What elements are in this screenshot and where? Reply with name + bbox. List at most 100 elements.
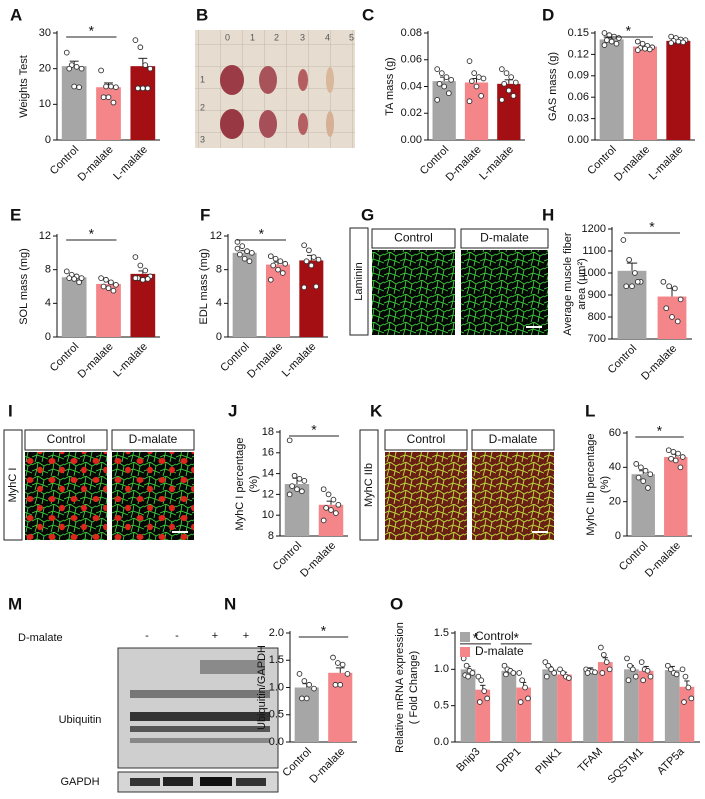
x-tick-label: D-malate [612, 144, 652, 184]
data-point [625, 677, 632, 684]
data-point [640, 677, 647, 684]
stain-label: MyhC IIb [363, 463, 375, 507]
data-point [682, 673, 689, 680]
data-point [137, 44, 144, 51]
y-tick-label: 700 [588, 333, 606, 345]
data-point [100, 94, 107, 101]
micrograph-overlay [25, 452, 107, 540]
significance-label: * [657, 423, 663, 439]
data-point [434, 97, 441, 103]
data-point [441, 83, 448, 90]
stain-label: Laminin [353, 262, 365, 301]
photo [195, 30, 355, 148]
data-point [291, 472, 298, 479]
data-point [272, 255, 279, 262]
data-point [98, 67, 104, 74]
data-point [139, 85, 146, 92]
data-point [473, 83, 480, 90]
data-point [328, 507, 334, 513]
y-tick-label: 12 [39, 230, 51, 242]
data-point [310, 254, 317, 260]
data-point [139, 276, 146, 283]
data-point [334, 660, 341, 666]
panel-letter: K [370, 401, 383, 420]
micrograph-overlay [112, 452, 194, 540]
significance-label: * [89, 226, 95, 242]
data-point [468, 78, 475, 85]
data-point [688, 695, 695, 702]
y-tick-label: 0.02 [401, 107, 422, 119]
y-tick-label: 8 [268, 530, 274, 542]
data-point [505, 87, 512, 94]
y-axis-label: GAS mass (g) [547, 52, 559, 121]
data-point [147, 65, 154, 72]
stain-label: MyhC I [7, 468, 19, 503]
lane-label: - [145, 630, 149, 642]
data-point [647, 471, 654, 478]
bar [130, 273, 156, 337]
panel-letter: N [224, 594, 236, 613]
significance-label: * [89, 23, 95, 39]
data-point [313, 283, 319, 290]
data-point [66, 65, 73, 72]
data-point [634, 278, 641, 285]
bar [432, 81, 456, 140]
panel-letter: G [361, 205, 374, 224]
x-tick-label: Control [280, 746, 314, 780]
data-point [584, 670, 591, 676]
y-tick-label: 0.06 [401, 54, 422, 66]
y-tick-label: 8 [216, 264, 222, 276]
x-tick-label: ATP5a [655, 745, 687, 777]
data-point [484, 695, 491, 702]
data-point [525, 695, 531, 702]
data-point [105, 94, 112, 101]
data-point [445, 90, 452, 97]
data-point [277, 258, 284, 265]
data-point [267, 276, 274, 283]
y-tick-label: 1.5 [269, 654, 284, 666]
x-tick-label: D-malate [639, 343, 679, 383]
bar [542, 669, 558, 742]
data-point [601, 30, 608, 36]
data-point [471, 70, 478, 76]
bar [464, 82, 489, 140]
data-point [299, 695, 305, 702]
data-point [244, 248, 250, 255]
bar [266, 264, 290, 337]
data-point [640, 478, 647, 484]
data-point [113, 281, 119, 288]
x-tick-label: DRP1 [494, 746, 523, 775]
bar [624, 669, 639, 742]
data-point [642, 45, 648, 52]
bar [633, 46, 657, 141]
data-point [613, 40, 620, 47]
column-header: Control [47, 432, 86, 446]
data-point [330, 496, 337, 503]
y-tick-label: 0.15 [568, 27, 589, 39]
x-tick-label: Control [606, 343, 640, 377]
lane-label: + [243, 630, 249, 642]
ruler-label: 0 [225, 32, 230, 42]
data-point [78, 65, 85, 72]
x-tick-label: D-malate [245, 341, 285, 381]
data-point [632, 673, 639, 680]
data-point [465, 673, 471, 680]
data-point [675, 450, 681, 457]
data-point [289, 483, 295, 489]
y-tick-label: 800 [588, 311, 606, 323]
data-point [335, 501, 342, 508]
data-point [301, 242, 307, 249]
data-point [519, 677, 525, 684]
ruler-label: 5 [349, 32, 354, 42]
data-point [475, 673, 482, 680]
data-point [132, 275, 139, 281]
data-point [598, 644, 604, 651]
data-point [673, 671, 680, 678]
data-point [545, 662, 552, 669]
bar [583, 670, 598, 742]
stain-box [359, 429, 379, 541]
data-point [466, 98, 473, 105]
data-point [286, 437, 293, 444]
ruler-label: 2 [274, 32, 279, 42]
